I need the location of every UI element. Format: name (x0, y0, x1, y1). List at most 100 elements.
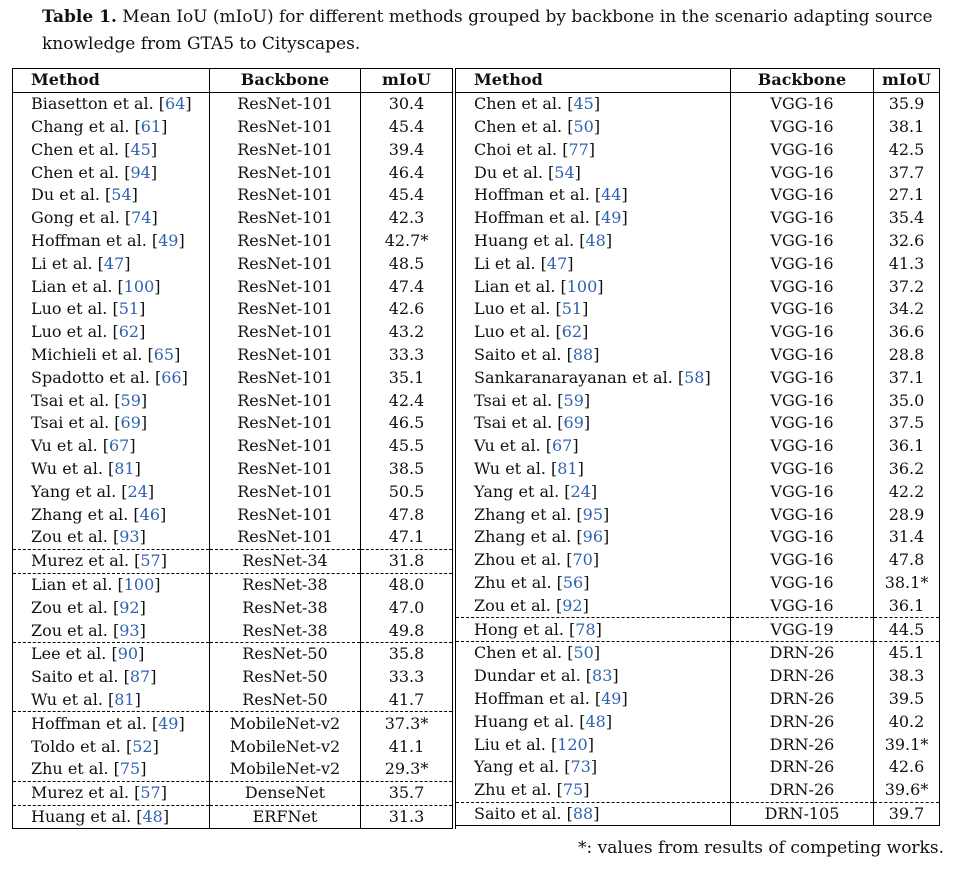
citation-link[interactable]: 24 (570, 481, 591, 501)
citation-link[interactable]: 49 (601, 688, 622, 708)
citation-link[interactable]: 88 (572, 803, 594, 823)
citation-link[interactable]: 120 (557, 734, 588, 754)
citation-link[interactable]: 48 (585, 711, 606, 731)
citation-link[interactable]: 95 (582, 504, 604, 524)
citation-link[interactable]: 45 (130, 139, 151, 159)
backbone-cell: DRN-26 (730, 664, 874, 688)
citation-link[interactable]: 81 (114, 689, 135, 709)
miou-cell: 39.1* (884, 734, 929, 754)
miou-cell: 48.5 (388, 253, 425, 273)
method-cell: Li et al. [47] (12, 252, 210, 276)
citation-link[interactable]: 92 (119, 597, 140, 617)
miou-cell: 37.3* (360, 711, 452, 736)
citation-link[interactable]: 62 (561, 322, 583, 342)
backbone-cell: VGG-16 (730, 252, 874, 276)
method-cell: Chen et al. [50] (456, 640, 731, 665)
citation-link[interactable]: 69 (563, 413, 584, 433)
method-name: Hoffman et al. (31, 713, 147, 733)
citation-link[interactable]: 96 (582, 527, 604, 547)
backbone-cell: ResNet-101 (209, 457, 361, 481)
citation-link[interactable]: 77 (568, 139, 589, 159)
table-row: Luo et al. [62] ResNet-101 43.2 (12, 320, 453, 344)
citation-link[interactable]: 57 (140, 551, 161, 571)
citation-link[interactable]: 93 (119, 620, 140, 640)
citation-link[interactable]: 45 (573, 94, 594, 114)
table-row: Yang et al. [24] VGG-16 42.2 (456, 480, 940, 504)
citation-link[interactable]: 54 (554, 162, 575, 182)
table-row: Liu et al. [120] DRN-26 39.1* (456, 733, 940, 756)
citation-link[interactable]: 87 (129, 667, 151, 687)
method-name: Saito et al. (474, 344, 562, 364)
citation-link[interactable]: 49 (158, 230, 179, 250)
citation-link[interactable]: 67 (551, 436, 573, 456)
method-name: Chen et al. (31, 139, 120, 159)
backbone-cell: VGG-16 (730, 183, 874, 207)
miou-cell: 39.6* (884, 780, 929, 800)
citation-link[interactable]: 75 (562, 780, 584, 800)
citation-link[interactable]: 58 (684, 367, 705, 387)
backbone-cell: DRN-26 (730, 755, 874, 779)
method-cell: Yang et al. [24] (12, 480, 210, 504)
table-row: Zhou et al. [70] VGG-16 47.8 (456, 548, 940, 572)
citation-link[interactable]: 73 (570, 757, 591, 777)
miou-cell: 32.6 (888, 230, 925, 250)
citation-link[interactable]: 100 (123, 574, 155, 594)
miou-cell: 38.1 (888, 116, 925, 136)
citation-link[interactable]: 75 (119, 759, 141, 779)
backbone-cell: VGG-16 (730, 161, 874, 184)
citation-link[interactable]: 47 (103, 253, 125, 273)
citation-link[interactable]: 92 (562, 595, 583, 615)
citation-link[interactable]: 66 (161, 367, 182, 387)
citation-link[interactable]: 62 (118, 322, 140, 342)
method-cell: Vu et al. [67] (12, 434, 210, 458)
citation-link[interactable]: 81 (114, 458, 135, 478)
citation-link[interactable]: 51 (561, 299, 583, 319)
citation-link[interactable]: 50 (573, 643, 594, 663)
citation-link[interactable]: 100 (566, 276, 598, 296)
table-row: Zhu et al. [75] DRN-26 39.6* (456, 778, 940, 802)
table-row: Zou et al. [92] VGG-16 36.1 (456, 594, 940, 618)
header-method: Method (456, 68, 731, 93)
citation-link[interactable]: 59 (563, 390, 584, 410)
citation-link[interactable]: 81 (557, 458, 578, 478)
citation-link[interactable]: 24 (127, 481, 148, 501)
method-name: Huang et al. (31, 806, 132, 826)
method-name: Lian et al. (31, 276, 113, 296)
citation-link[interactable]: 65 (153, 344, 175, 364)
citation-link[interactable]: 52 (132, 736, 153, 756)
citation-link[interactable]: 83 (592, 666, 613, 686)
citation-link[interactable]: 78 (575, 619, 596, 639)
citation-link[interactable]: 61 (140, 116, 162, 136)
citation-link[interactable]: 90 (117, 644, 139, 664)
citation-link[interactable]: 64 (165, 94, 186, 114)
backbone-cell: ResNet-101 (209, 480, 361, 504)
table-row: Choi et al. [77] VGG-16 42.5 (456, 138, 940, 162)
citation-link[interactable]: 59 (120, 390, 141, 410)
citation-link[interactable]: 56 (562, 572, 584, 592)
citation-link[interactable]: 49 (158, 713, 179, 733)
citation-link[interactable]: 69 (120, 413, 141, 433)
citation-link[interactable]: 46 (139, 504, 161, 524)
citation-link[interactable]: 67 (108, 436, 130, 456)
citation-link[interactable]: 48 (585, 230, 606, 250)
citation-link[interactable]: 48 (142, 806, 163, 826)
citation-link[interactable]: 54 (111, 185, 132, 205)
table-row: Hoffman et al. [49] VGG-16 35.4 (456, 206, 940, 230)
citation-link[interactable]: 93 (119, 527, 140, 547)
citation-link[interactable]: 88 (572, 344, 594, 364)
citation-link[interactable]: 51 (118, 299, 140, 319)
method-name: Chen et al. (31, 162, 120, 182)
citation-link[interactable]: 44 (601, 185, 622, 205)
citation-link[interactable]: 49 (601, 208, 622, 228)
citation-link[interactable]: 74 (131, 208, 152, 228)
backbone-cell: VGG-16 (730, 138, 874, 162)
citation-link[interactable]: 100 (123, 276, 155, 296)
citation-link[interactable]: 57 (140, 783, 161, 803)
citation-link[interactable]: 94 (130, 162, 151, 182)
backbone-cell: VGG-16 (730, 320, 874, 344)
header-backbone: Backbone (730, 68, 874, 93)
miou-cell: 42.3 (388, 208, 425, 228)
citation-link[interactable]: 50 (573, 116, 594, 136)
citation-link[interactable]: 47 (546, 253, 568, 273)
citation-link[interactable]: 70 (572, 550, 593, 570)
